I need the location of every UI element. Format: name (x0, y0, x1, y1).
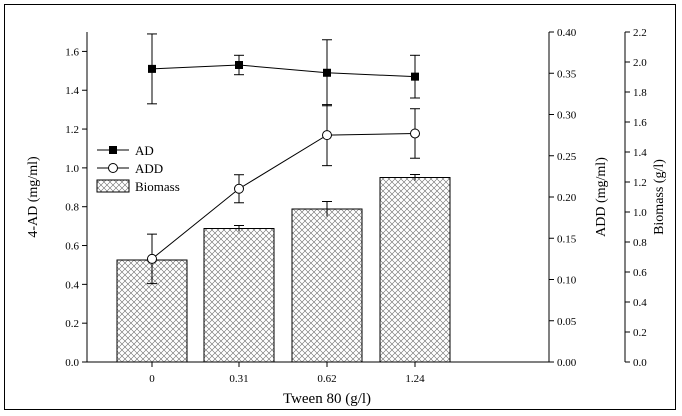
biomass-tick-label-0: 0.0 (633, 357, 647, 369)
add-tick-label-5: 0.25 (557, 151, 577, 163)
point-ad-2 (323, 68, 331, 77)
legend-swatch-biomass (96, 179, 130, 193)
biomass-tick-label-1: 0.2 (633, 327, 647, 339)
point-add-2 (322, 130, 332, 141)
x-tick-label-3: 1.24 (405, 373, 425, 385)
biomass-tick-label-7: 1.4 (633, 147, 647, 159)
biomass-axis-label: Biomass (g/l) (652, 159, 667, 235)
x-tick-label-0: 0 (149, 373, 155, 385)
point-ad-0 (148, 64, 156, 73)
left-tick-label-4: 0.8 (65, 202, 79, 214)
x-axis-label: Tween 80 (g/l) (283, 391, 371, 407)
add-tick-label-2: 0.10 (557, 275, 577, 287)
biomass-tick-label-10: 2.0 (633, 57, 647, 69)
add-tick-label-6: 0.30 (557, 110, 577, 122)
biomass-tick-label-2: 0.4 (633, 297, 647, 309)
add-tick-label-1: 0.05 (557, 316, 577, 328)
biomass-tick-label-5: 1.0 (633, 207, 647, 219)
biomass-tick-label-3: 0.6 (633, 267, 647, 279)
left-tick-label-0: 0.0 (65, 357, 79, 369)
left-tick-label-1: 0.2 (65, 318, 79, 330)
left-tick-label-3: 0.6 (65, 241, 79, 253)
add-tick-label-0: 0.00 (557, 357, 577, 369)
add-tick-label-3: 0.15 (557, 233, 577, 245)
left-tick-label-6: 1.2 (65, 124, 79, 136)
point-ad-1 (235, 61, 243, 69)
legend-marker-add (108, 163, 118, 173)
legend-marker-ad (109, 146, 117, 154)
point-add-1 (234, 183, 244, 194)
x-tick-label-2: 0.62 (317, 373, 336, 385)
line-ad (151, 64, 416, 78)
left-tick-label-8: 1.6 (65, 46, 79, 58)
add-tick-label-7: 0.35 (557, 68, 577, 80)
chart-svg: 0.00.20.40.60.81.01.21.41.60.000.050.100… (26, 27, 667, 407)
point-ad-3 (411, 72, 419, 81)
legend-label-biomass: Biomass (135, 179, 180, 194)
biomass-tick-label-8: 1.6 (633, 117, 647, 129)
left-tick-label-5: 1.0 (65, 163, 79, 175)
add-tick-label-4: 0.20 (557, 192, 577, 204)
line-add (151, 132, 416, 260)
left-axis-label: 4-AD (mg/ml) (26, 156, 41, 238)
point-add-0 (147, 253, 157, 264)
legend-label-ad: AD (135, 143, 154, 158)
biomass-tick-label-9: 1.8 (633, 87, 647, 99)
bar-biomass-3 (379, 177, 451, 363)
left-tick-label-7: 1.4 (65, 85, 79, 97)
biomass-tick-label-11: 2.2 (633, 27, 647, 39)
x-tick-label-1: 0.31 (229, 373, 248, 385)
left-tick-label-2: 0.4 (65, 279, 79, 291)
point-add-3 (410, 128, 420, 139)
legend-label-add: ADD (135, 161, 163, 176)
add-tick-label-8: 0.40 (557, 27, 577, 39)
add-axis-label: ADD (mg/ml) (594, 157, 609, 237)
biomass-tick-label-4: 0.8 (633, 237, 647, 249)
biomass-tick-label-6: 1.2 (633, 177, 647, 189)
figure-frame: 0.0 0.2 0.4 0.6 0.8 1.0 1.2 1.4 1.6 0.00 0.05 0.10 0… (4, 4, 676, 410)
bar-biomass-1 (203, 228, 275, 363)
bar-biomass-2 (291, 208, 363, 363)
